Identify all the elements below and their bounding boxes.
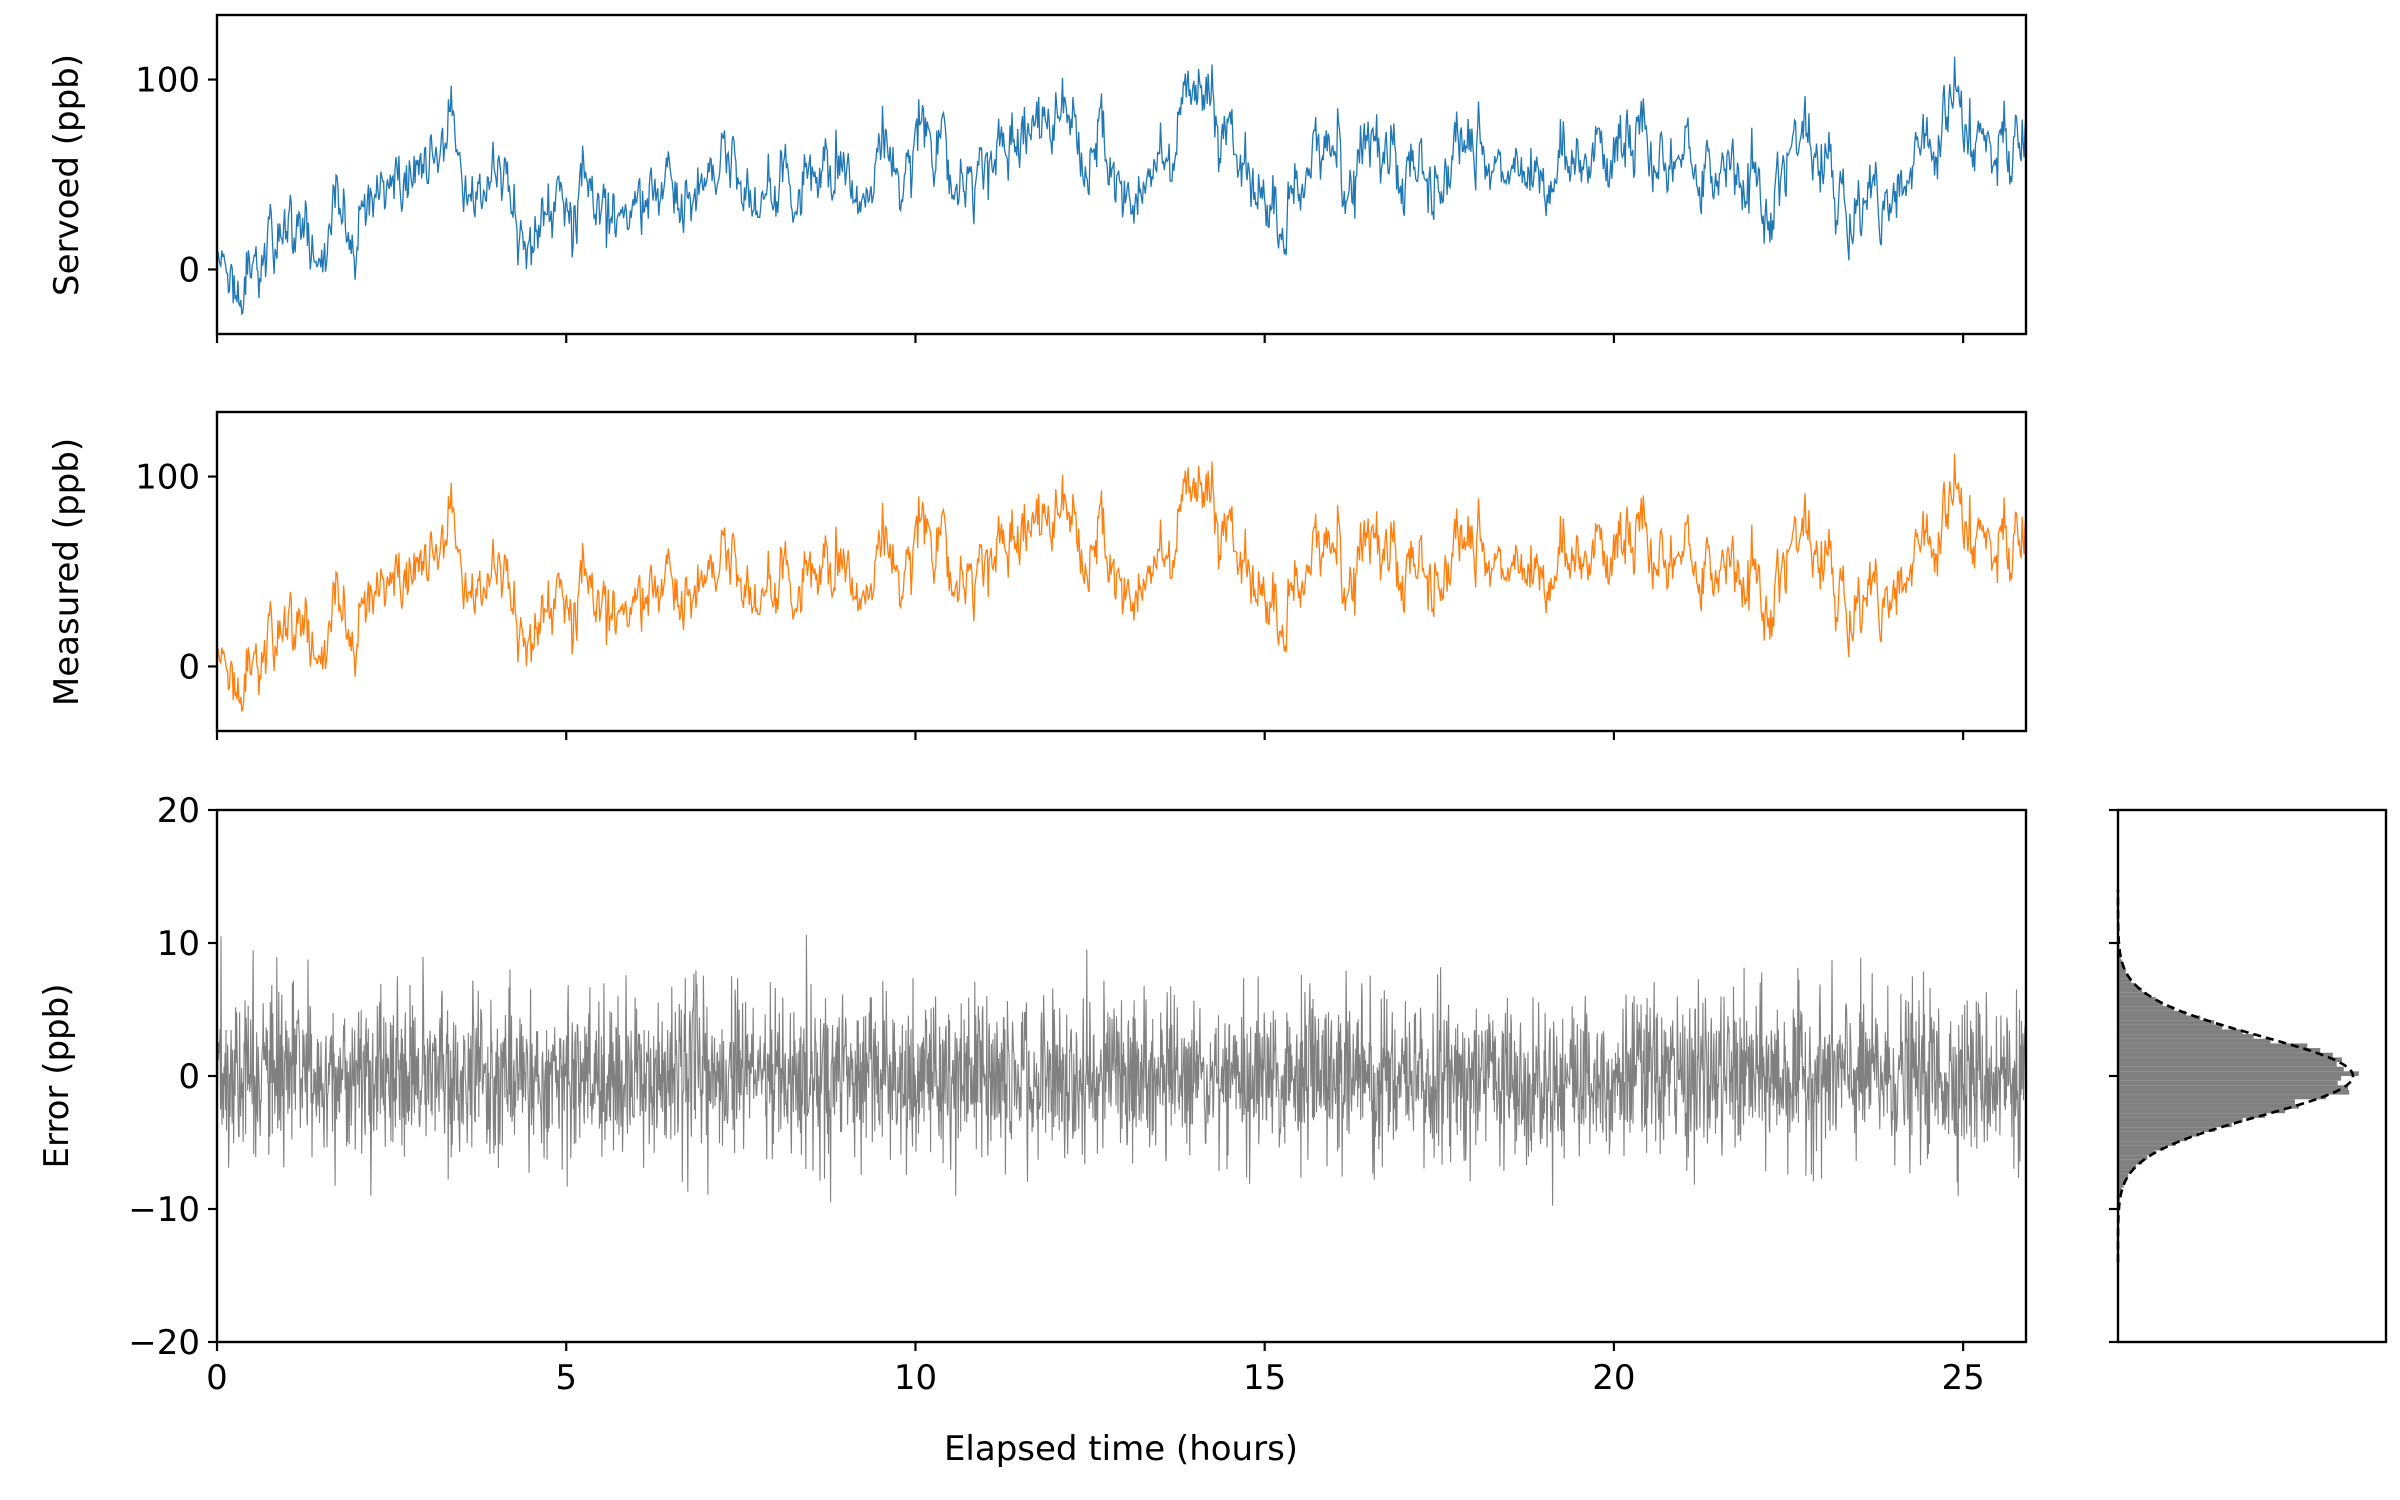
y-tick-label: −20 bbox=[128, 1323, 200, 1363]
y-tick-label: 0 bbox=[178, 250, 200, 290]
histogram-bar bbox=[2118, 1136, 2187, 1142]
histogram-bar bbox=[2118, 1076, 2342, 1081]
measured-panel: 0 100 Measured (ppb) bbox=[47, 410, 2028, 740]
histogram-bar bbox=[2118, 954, 2121, 960]
histogram-bar bbox=[2118, 1001, 2163, 1007]
histogram-bar bbox=[2118, 1057, 2342, 1063]
histogram-y-ticks bbox=[2109, 808, 2118, 1344]
y-tick-label: 0 bbox=[178, 1057, 200, 1097]
histogram-bar bbox=[2118, 1066, 2344, 1072]
servoed-x-ticks bbox=[215, 334, 1965, 343]
x-tick-label: 20 bbox=[1592, 1358, 1635, 1398]
histogram-bar bbox=[2118, 1080, 2338, 1086]
x-tick-label: 10 bbox=[894, 1358, 937, 1398]
measured-y-ticks: 0 100 bbox=[135, 458, 217, 687]
x-tick-label: 25 bbox=[1942, 1358, 1985, 1398]
histogram-bar bbox=[2118, 1103, 2300, 1109]
histogram-bar bbox=[2118, 1131, 2200, 1137]
series-line bbox=[216, 453, 2027, 713]
histogram-bar bbox=[2118, 1127, 2215, 1132]
histogram-bar bbox=[2118, 1183, 2124, 1188]
error-y-ticks: −20 −10 0 10 20 bbox=[128, 791, 217, 1363]
y-tick-label: 100 bbox=[135, 458, 200, 498]
histogram-bar bbox=[2118, 1015, 2201, 1021]
error-series-line bbox=[216, 934, 2027, 1206]
series-line bbox=[216, 56, 2027, 316]
histogram-bar bbox=[2118, 973, 2129, 979]
histogram-bar bbox=[2118, 1108, 2286, 1114]
x-tick-label: 5 bbox=[555, 1358, 577, 1398]
histogram-bar bbox=[2118, 1029, 2243, 1035]
y-tick-label: −10 bbox=[128, 1190, 200, 1230]
histogram-bar bbox=[2118, 1034, 2254, 1039]
histogram-bar bbox=[2118, 1094, 2326, 1100]
servoed-series-line bbox=[216, 56, 2027, 316]
histogram-bar bbox=[2118, 1117, 2243, 1123]
histogram-bar bbox=[2118, 1122, 2232, 1128]
servoed-panel: 0 100 Servoed (ppb) bbox=[47, 13, 2028, 343]
x-axis-label: Elapsed time (hours) bbox=[944, 1429, 1298, 1469]
histogram-bar bbox=[2118, 1164, 2137, 1170]
x-tick-label: 15 bbox=[1243, 1358, 1286, 1398]
error-histogram bbox=[2118, 913, 2359, 1239]
histogram-bar bbox=[2118, 982, 2136, 988]
measured-x-ticks bbox=[215, 731, 1965, 740]
histogram-bar bbox=[2118, 1155, 2148, 1160]
histogram-bar bbox=[2118, 1192, 2121, 1198]
histogram-bar bbox=[2118, 1085, 2348, 1090]
histogram-bar bbox=[2118, 1173, 2129, 1179]
measured-axes-frame bbox=[215, 410, 2028, 733]
histogram-bar bbox=[2118, 964, 2124, 969]
x-tick-label: 0 bbox=[206, 1358, 228, 1398]
gaussian-fit-line bbox=[2116, 889, 2355, 1263]
servoed-axes-frame bbox=[215, 13, 2028, 336]
series-line bbox=[216, 934, 2027, 1206]
y-tick-label: 10 bbox=[157, 924, 200, 964]
histogram-bar bbox=[2118, 1062, 2337, 1067]
y-tick-label: 100 bbox=[135, 61, 200, 101]
histogram-bar bbox=[2118, 1024, 2222, 1030]
y-tick-label: 20 bbox=[157, 791, 200, 831]
histogram-bar bbox=[2118, 1169, 2131, 1174]
histogram-bar bbox=[2118, 1150, 2155, 1156]
histogram-bar bbox=[2118, 1043, 2308, 1049]
histogram-bar bbox=[2118, 1006, 2174, 1011]
histogram-panel bbox=[2109, 808, 2388, 1344]
histogram-bar bbox=[2118, 1048, 2321, 1053]
error-y-axis-label: Error (ppb) bbox=[37, 984, 77, 1169]
histogram-bar bbox=[2118, 996, 2156, 1002]
y-tick-label: 0 bbox=[178, 647, 200, 687]
histogram-bar bbox=[2118, 1071, 2359, 1076]
histogram-bar bbox=[2118, 1038, 2271, 1044]
histogram-bar bbox=[2118, 1020, 2215, 1025]
histogram-bar bbox=[2118, 968, 2126, 974]
histogram-bar bbox=[2118, 1159, 2142, 1165]
histogram-bar bbox=[2118, 992, 2148, 997]
error-x-ticks: 0 5 10 15 20 25 bbox=[206, 1342, 1985, 1398]
measured-y-axis-label: Measured (ppb) bbox=[47, 438, 87, 706]
histogram-bar bbox=[2118, 1187, 2122, 1193]
histogram-bar bbox=[2118, 987, 2143, 993]
histogram-bar bbox=[2118, 1178, 2126, 1184]
histogram-bar bbox=[2118, 1099, 2295, 1104]
servoed-y-axis-label: Servoed (ppb) bbox=[47, 54, 87, 296]
histogram-bar bbox=[2118, 978, 2132, 983]
servoed-y-ticks: 0 100 bbox=[135, 61, 217, 290]
histogram-bar bbox=[2118, 959, 2123, 965]
measured-series-line bbox=[216, 453, 2027, 713]
histogram-bar bbox=[2118, 1010, 2186, 1016]
histogram-bar bbox=[2118, 1145, 2165, 1151]
histogram-bar bbox=[2118, 1089, 2350, 1095]
histogram-bar bbox=[2118, 1141, 2176, 1146]
histogram-bar bbox=[2118, 1113, 2266, 1118]
histogram-bar bbox=[2118, 1052, 2333, 1058]
error-panel: −20 −10 0 10 20 0 5 10 15 20 25 Error (ppb) Elaps… bbox=[37, 791, 2028, 1469]
